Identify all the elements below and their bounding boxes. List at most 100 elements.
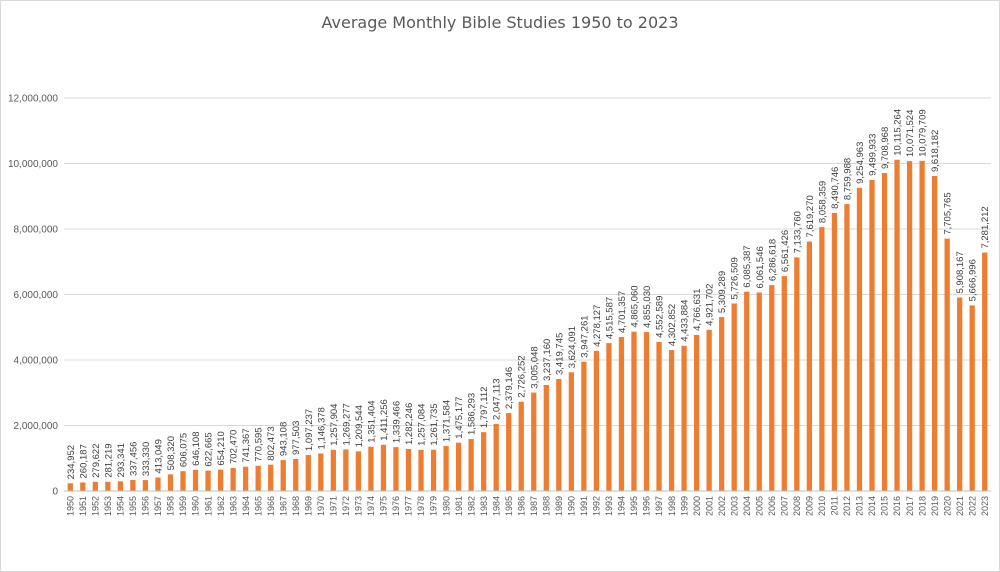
data-label: 413,049 <box>153 439 164 473</box>
bar <box>343 449 349 491</box>
bar <box>931 176 938 491</box>
bar <box>155 477 161 491</box>
x-tick-label: 2013 <box>855 496 865 516</box>
data-label: 10,071,524 <box>905 110 916 158</box>
bar <box>543 384 549 491</box>
bar <box>230 467 236 491</box>
x-tick-label: 2017 <box>905 496 915 516</box>
y-tick-label: 8,000,000 <box>14 225 59 236</box>
data-label: 337,456 <box>128 442 139 476</box>
bar <box>906 161 913 491</box>
data-label: 2,047,113 <box>492 378 503 420</box>
data-label: 5,726,509 <box>730 257 741 299</box>
data-labels: 234,952 260,187 279,622 281,219 293,341 337,4… <box>66 109 991 479</box>
data-label: 8,490,746 <box>830 167 841 209</box>
x-tick-label: 1986 <box>516 496 526 516</box>
data-label: 4,855,030 <box>642 286 653 328</box>
x-tick-label: 2014 <box>867 496 877 516</box>
x-tick-label: 1992 <box>592 496 602 516</box>
x-tick-label: 2012 <box>842 496 852 516</box>
x-tick-label: 1984 <box>491 496 501 516</box>
bar <box>831 212 838 491</box>
bar <box>744 291 750 491</box>
x-tick-label: 1970 <box>316 496 326 516</box>
data-label: 1,351,404 <box>366 400 377 442</box>
x-tick-label: 1963 <box>228 496 238 516</box>
x-tick-label: 1965 <box>253 496 263 516</box>
data-label: 646,108 <box>191 431 202 465</box>
data-label: 10,115,264 <box>893 109 904 156</box>
bar <box>706 329 712 491</box>
x-tick-label: 1954 <box>116 496 126 516</box>
x-tick-label: 2011 <box>830 496 840 515</box>
bar <box>105 481 111 491</box>
bar <box>606 343 612 491</box>
data-label: 1,339,466 <box>391 401 402 443</box>
bar <box>506 413 512 491</box>
data-label: 281,219 <box>103 443 114 477</box>
x-tick-label: 1961 <box>203 496 213 516</box>
data-label: 5,666,996 <box>968 259 979 301</box>
data-label: 9,618,182 <box>930 130 941 172</box>
data-label: 741,367 <box>241 428 252 462</box>
x-tick-label: 1971 <box>329 496 339 516</box>
x-tick-label: 1973 <box>354 496 364 516</box>
bar <box>806 241 812 491</box>
data-label: 1,411,256 <box>379 399 390 441</box>
bar <box>443 446 449 491</box>
bar <box>280 460 286 491</box>
x-tick-label: 1958 <box>166 496 176 516</box>
bar <box>844 204 850 491</box>
x-tick-label: 2022 <box>967 496 977 516</box>
data-label: 4,921,702 <box>705 284 716 326</box>
x-tick-label: 1964 <box>241 496 251 516</box>
x-tick-label: 1988 <box>541 496 551 516</box>
bar <box>405 449 412 491</box>
y-tick-label: 6,000,000 <box>14 290 59 301</box>
bars <box>67 159 988 491</box>
y-axis-ticks: 0 2,000,000 4,000,000 6,000,000 8,000,000 10,… <box>8 94 59 498</box>
data-label: 770,595 <box>254 427 265 461</box>
x-tick-label: 2008 <box>792 496 802 516</box>
bar <box>167 474 174 491</box>
bar <box>794 257 800 491</box>
bar <box>80 482 86 491</box>
bar <box>869 179 875 491</box>
x-tick-label: 2021 <box>955 496 965 516</box>
data-label: 7,619,270 <box>805 195 816 237</box>
x-tick-label: 1969 <box>303 496 313 516</box>
bar <box>142 480 149 491</box>
bar <box>693 334 700 491</box>
x-tick-label: 1993 <box>604 496 614 516</box>
x-tick-label: 2018 <box>917 496 927 516</box>
data-label: 3,237,160 <box>542 339 553 381</box>
x-axis-ticks: 1950 1951 1952 1953 1954 1955 1956 1957 1958 1959… <box>65 496 989 516</box>
data-label: 5,309,289 <box>717 271 728 313</box>
data-label: 7,281,212 <box>980 206 991 248</box>
data-label: 7,705,765 <box>943 192 954 234</box>
bar <box>493 423 499 491</box>
bar <box>856 187 863 491</box>
x-tick-label: 2004 <box>742 496 752 516</box>
y-tick-label: 2,000,000 <box>14 421 59 432</box>
data-label: 1,209,544 <box>354 405 365 447</box>
x-tick-label: 2015 <box>880 496 890 516</box>
bar <box>881 173 888 491</box>
data-label: 8,058,359 <box>817 181 828 223</box>
bar <box>668 350 675 491</box>
x-tick-label: 1989 <box>554 496 564 516</box>
data-label: 333,330 <box>141 442 152 476</box>
x-tick-label: 1952 <box>91 496 101 516</box>
x-tick-label: 1985 <box>504 496 514 516</box>
bar <box>481 432 487 491</box>
x-tick-label: 2009 <box>805 496 815 516</box>
bar <box>531 392 537 491</box>
data-label: 9,499,933 <box>867 134 878 176</box>
bar <box>957 297 963 491</box>
data-label: 622,665 <box>204 432 215 466</box>
y-tick-label: 12,000,000 <box>8 94 58 105</box>
bar <box>581 361 587 491</box>
x-tick-label: 1972 <box>341 496 351 516</box>
bar <box>731 303 737 491</box>
data-label: 3,005,048 <box>529 346 540 388</box>
